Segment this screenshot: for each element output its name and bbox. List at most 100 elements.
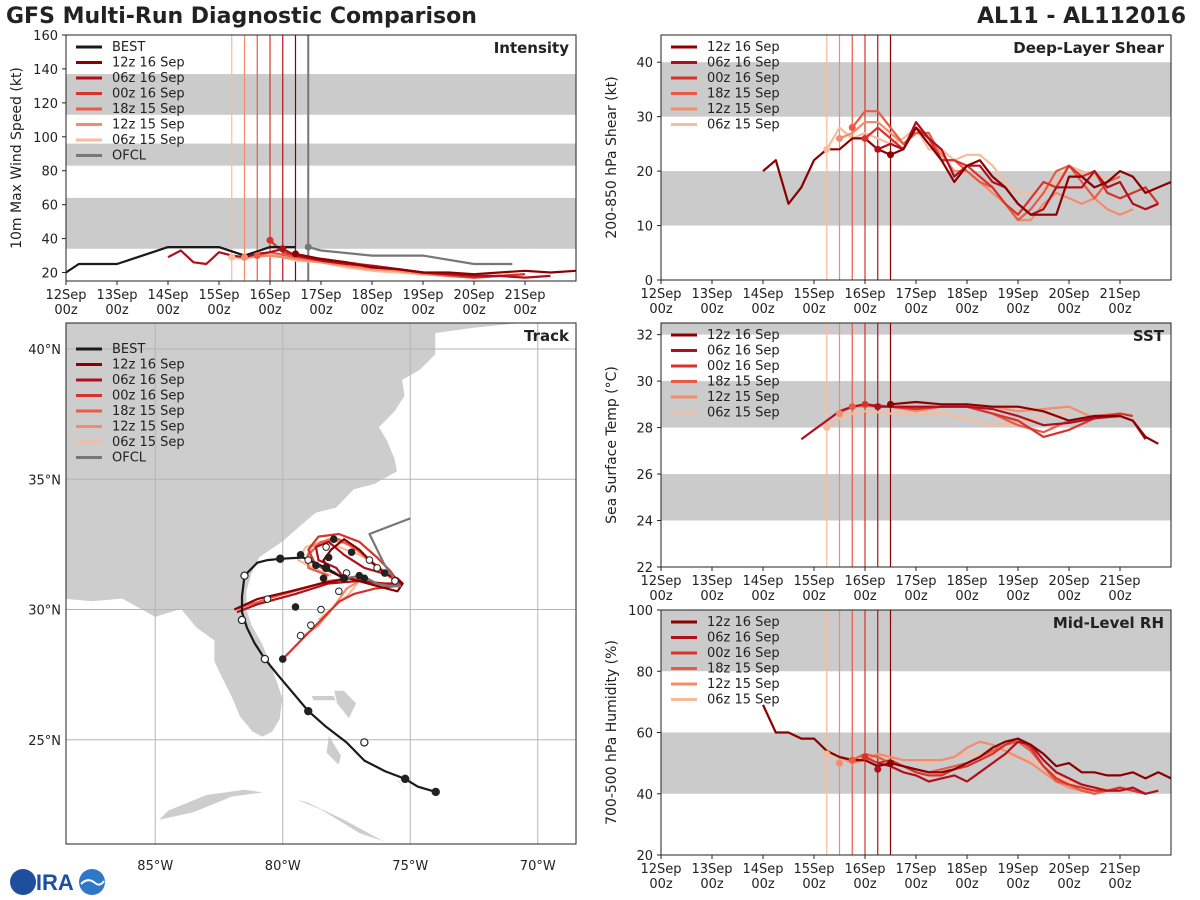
sst-marker-18z-15-sep [848,403,856,411]
intensity-xtick-label: 20Sep [453,288,494,303]
track-xtick-label: 70°W [520,859,556,874]
sst-band-2 [661,323,1171,335]
shear-xtick-label: 14Sep [742,287,783,302]
rh-series-12z-16-sep [762,704,1171,780]
page-title: GFS Multi-Run Diagnostic Comparison [6,4,477,29]
rh-xtick-label: 00z [1108,877,1132,892]
shear-xtick-label: 15Sep [793,287,834,302]
track-run-point-1 [329,535,338,544]
sst-xtick-label: 00z [802,589,826,604]
shear-xtick-label: 12Sep [640,287,681,302]
rh-xtick-label: 00z [700,877,724,892]
track-best-point-6 [240,571,249,580]
shear-panel: 01020304012Sep00z13Sep00z14Sep00z15Sep00… [604,34,1172,317]
shear-xtick-label: 13Sep [691,287,732,302]
sst-xtick-label: 21Sep [1099,574,1140,589]
track-run-point-0 [312,561,320,570]
intensity-legend-label-12z-15-sep: 12z 15 Sep [112,118,185,133]
track-legend-label-18z-15-sep: 18z 15 Sep [112,404,185,419]
rh-ytick-label: 80 [636,665,653,680]
intensity-xtick-label: 00z [105,303,129,318]
intensity-plot-area [66,35,576,281]
track-run-point-15 [317,605,325,614]
sst-ytick-label: 24 [636,515,653,530]
rh-legend-label-06z-16-sep: 06z 16 Sep [707,631,780,646]
track-run-point-17 [307,621,315,629]
bahamas-exuma [389,773,414,798]
shear-series-12z-15-sep [839,120,1134,222]
shear-ytick-label: 10 [636,220,653,235]
sst-ytick-label: 28 [636,422,653,437]
track-best-point-4 [260,654,270,664]
sst-xtick-label: 00z [1108,589,1132,604]
track-legend-label-best: BEST [112,342,145,357]
rh-xtick-label: 00z [751,877,775,892]
rh-band-1 [661,610,1171,672]
rh-marker-00z-16-sep [861,753,869,761]
shear-xtick-label: 00z [1006,302,1030,317]
shear-xtick-label: 16Sep [844,287,885,302]
intensity-legend-label-18z-15-sep: 18z 15 Sep [112,102,185,117]
track-run-point-19 [291,603,300,611]
intensity-xtick-label: 00z [360,303,384,318]
intensity-series-12z-16-sep [295,252,576,276]
intensity-legend-label-ofcl: OFCL [112,149,147,164]
intensity-band-1 [66,143,576,166]
shear-xtick-label: 00z [1057,302,1081,317]
rh-xtick-label: 14Sep [742,862,783,877]
sst-legend-label-06z-16-sep: 06z 16 Sep [707,344,780,359]
shear-ytick-label: 0 [645,274,653,289]
shear-series-12z-16-sep [762,126,1171,216]
rh-xtick-label: 18Sep [946,862,987,877]
rh-xtick-label: 12Sep [640,862,681,877]
rh-xtick-label: 00z [802,877,826,892]
rh-legend-label-00z-16-sep: 00z 16 Sep [707,646,780,661]
shear-xtick-label: 00z [904,302,928,317]
intensity-xtick-label: 18Sep [351,288,392,303]
intensity-xtick-label: 00z [411,303,435,318]
sst-series-12z-16-sep [890,400,1159,445]
track-ytick-label: 25°N [28,734,61,749]
track-legend-label-06z-15-sep: 06z 15 Sep [112,435,185,450]
sst-xtick-label: 14Sep [742,574,783,589]
sst-title: SST [1133,327,1165,345]
shear-xtick-label: 19Sep [997,287,1038,302]
sst-xtick-label: 00z [700,589,724,604]
rh-ytick-label: 60 [636,727,653,742]
track-run-point-10 [322,543,330,551]
intensity-title: Intensity [494,39,570,57]
intensity-band-0 [66,197,576,249]
shear-marker-06z-15-sep [823,145,831,153]
track-series-00z-16-sep [282,532,399,660]
intensity-ytick-label: 40 [41,233,58,248]
rh-legend-label-06z-15-sep: 06z 15 Sep [707,693,780,708]
intensity-xtick-label: 16Sep [249,288,290,303]
sst-marker-12z-15-sep [836,410,843,418]
sst-legend-label-12z-16-sep: 12z 16 Sep [707,328,780,343]
shear-ytick-label: 30 [636,111,653,126]
intensity-marker-18z-15-sep [253,252,261,260]
intensity-xtick-label: 00z [309,303,333,318]
track-legend-label-12z-15-sep: 12z 15 Sep [112,420,185,435]
shear-plot-area [661,35,1171,280]
shear-marker-06z-16-sep [874,145,882,153]
bahamas-grand [309,695,338,702]
intensity-xtick-label: 13Sep [96,288,137,303]
sst-xtick-label: 00z [853,589,877,604]
intensity-xtick-label: 00z [207,303,231,318]
rh-title: Mid-Level RH [1053,614,1164,632]
sst-plot-area [661,323,1171,567]
bahamas-andros [325,733,342,767]
intensity-series-ofcl [308,246,513,266]
intensity-xtick-label: 12Sep [45,288,86,303]
shear-marker-12z-16-sep [887,151,894,159]
track-series-best [240,556,437,793]
rh-marker-12z-16-sep [887,759,894,767]
intensity-xtick-label: 14Sep [147,288,188,303]
rh-xtick-label: 00z [1057,877,1081,892]
shear-band-1 [661,62,1171,117]
rh-band-0 [661,732,1171,794]
